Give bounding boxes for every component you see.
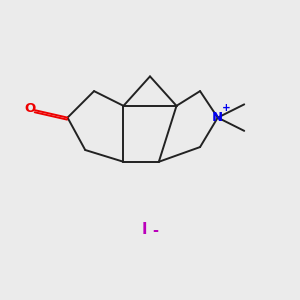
Text: -: - (152, 224, 158, 238)
Text: O: O (24, 102, 35, 115)
Text: N: N (212, 111, 223, 124)
Text: I: I (141, 222, 147, 237)
Text: +: + (222, 103, 230, 113)
